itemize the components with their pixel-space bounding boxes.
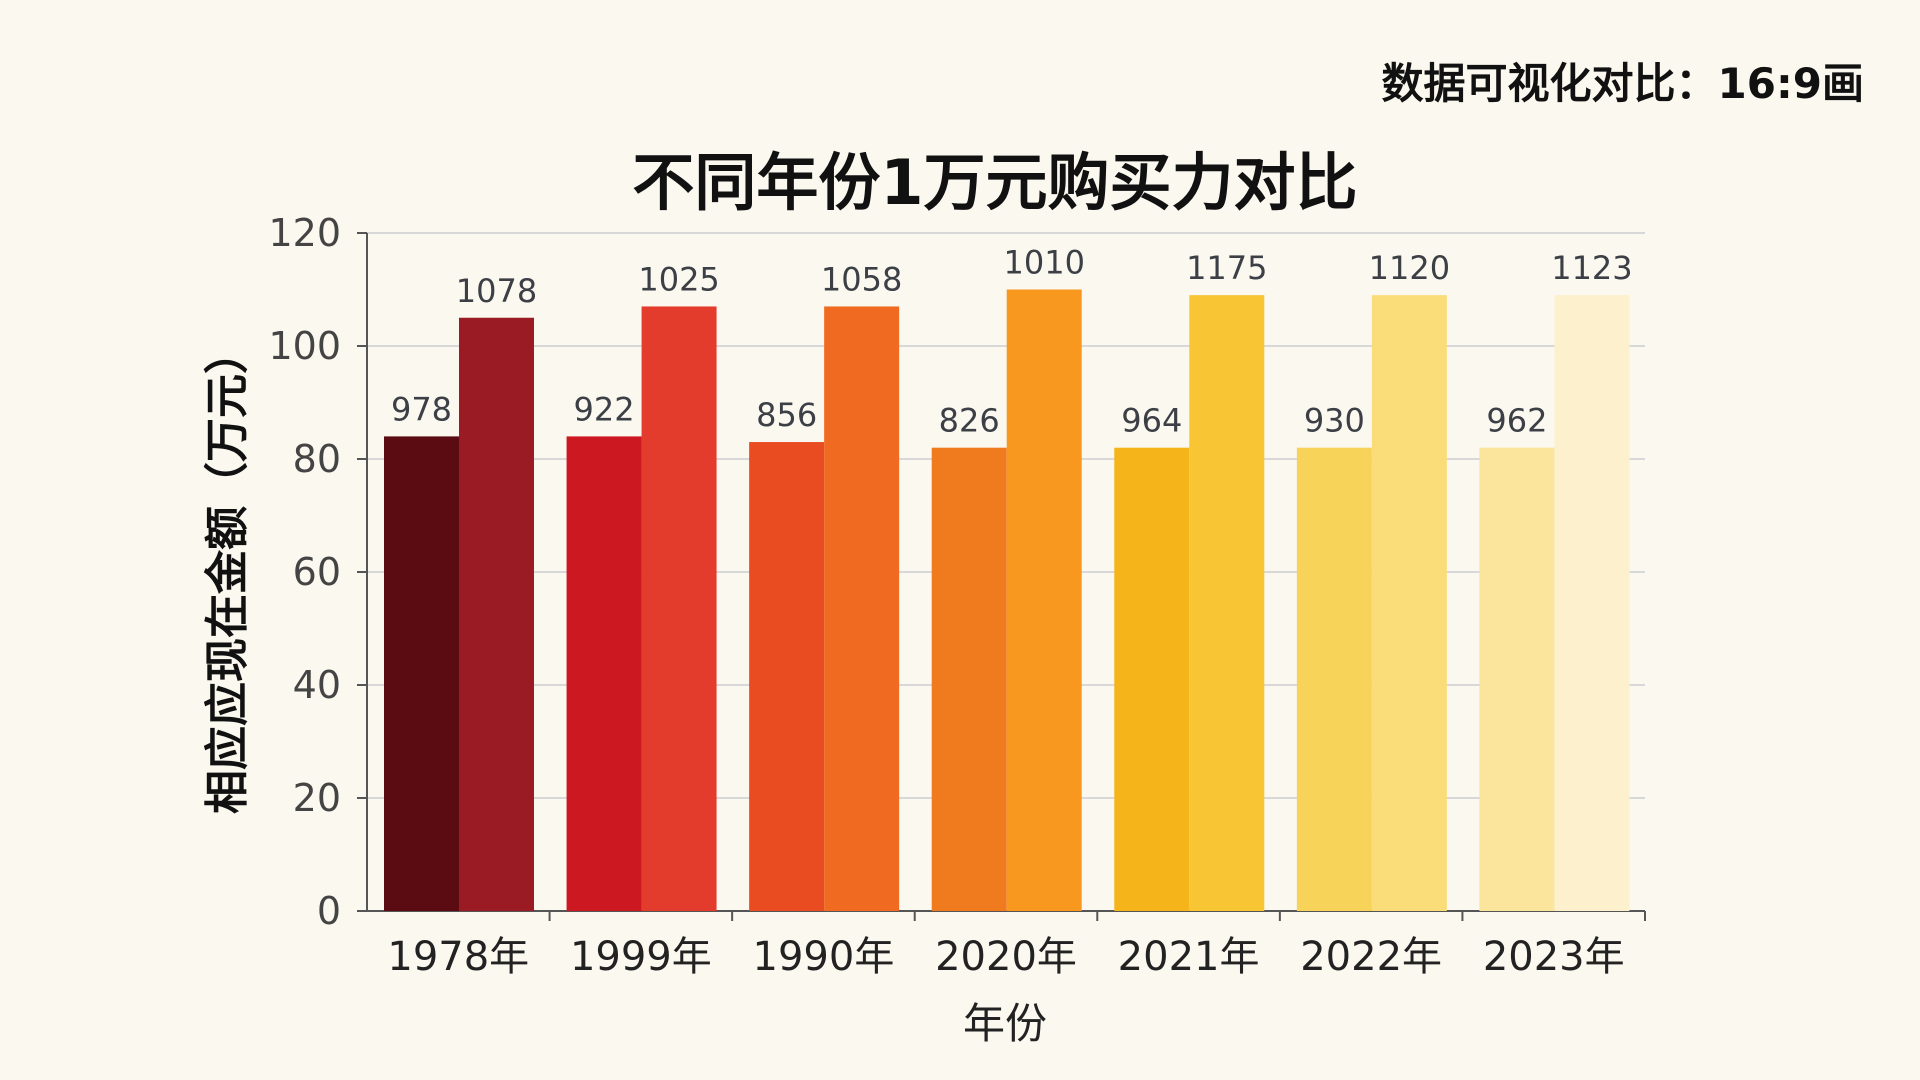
x-tick-label: 1990年 (753, 934, 895, 980)
x-axis-label: 年份 (963, 999, 1047, 1048)
bar (566, 436, 642, 911)
data-label: 964 (1121, 402, 1182, 440)
data-label: 856 (756, 396, 817, 434)
bar (824, 306, 900, 911)
bar (931, 447, 1007, 911)
chart-title: 不同年份1万元购买力对比 (632, 146, 1358, 219)
data-label: 1078 (456, 272, 537, 310)
data-label: 978 (391, 390, 452, 428)
data-label: 962 (1486, 402, 1547, 440)
x-tick-label: 2023年 (1483, 934, 1625, 980)
data-label: 1175 (1186, 249, 1267, 287)
bar (641, 306, 717, 911)
x-tick-label: 2020年 (935, 934, 1077, 980)
y-tick-label: 120 (268, 211, 341, 255)
x-tick-label: 2021年 (1118, 934, 1260, 980)
y-axis-label: 相应应现在金额（万元） (202, 330, 253, 814)
data-label: 826 (939, 402, 1000, 440)
data-label: 930 (1304, 402, 1365, 440)
corner-note: 数据可视化对比：16:9画 (1381, 59, 1864, 108)
bar (384, 436, 459, 911)
bar (1371, 295, 1447, 911)
bar (1296, 447, 1372, 911)
x-tick-label: 2022年 (1300, 934, 1442, 980)
bar (1479, 447, 1555, 911)
x-tick-label: 1999年 (570, 934, 712, 980)
data-label: 1010 (1003, 244, 1084, 282)
y-tick-label: 80 (293, 437, 341, 481)
data-label: 1058 (821, 260, 902, 298)
bar (1189, 295, 1265, 911)
data-label: 1120 (1369, 249, 1450, 287)
bar (459, 317, 534, 911)
data-label: 1123 (1551, 249, 1632, 287)
y-tick-label: 60 (293, 550, 341, 594)
bar (1114, 447, 1190, 911)
y-tick-label: 100 (268, 324, 341, 368)
y-tick-label: 0 (317, 889, 341, 933)
bar (1554, 295, 1630, 911)
data-label: 922 (574, 390, 635, 428)
bar (749, 442, 825, 911)
y-tick-label: 40 (293, 663, 341, 707)
y-tick-label: 20 (293, 776, 341, 820)
bar (1006, 289, 1082, 911)
data-label: 1025 (638, 260, 719, 298)
x-tick-label: 1978年 (387, 934, 529, 980)
